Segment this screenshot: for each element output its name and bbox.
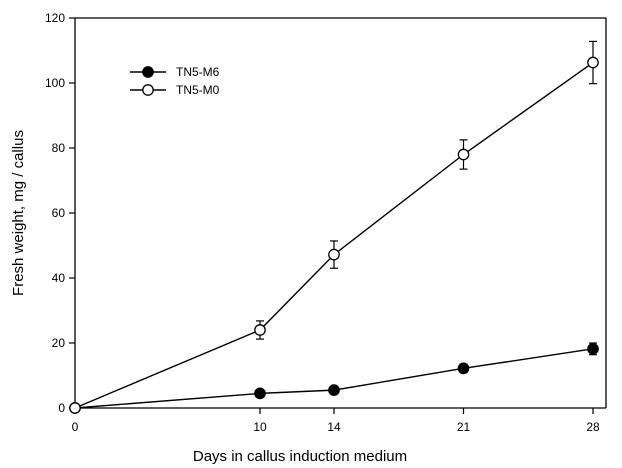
y-axis-ticks: 0 20 40 60 80 100 120 <box>45 11 75 415</box>
legend-marker-tn5-m0 <box>142 84 154 96</box>
x-tick-label: 0 <box>72 420 79 434</box>
legend-label-tn5-m0: TN5-M0 <box>176 83 220 97</box>
legend: TN5-M6 TN5-M0 <box>130 65 220 97</box>
series-line-tn5-m0 <box>74 61 594 409</box>
series-line-tn5-m6 <box>74 348 594 409</box>
x-tick-label: 14 <box>327 420 341 434</box>
y-tick-label: 40 <box>52 271 66 285</box>
data-point-tn5-m6 <box>587 342 599 355</box>
data-point-tn5-m0 <box>457 148 470 161</box>
y-tick-label: 80 <box>52 141 66 155</box>
x-axis-ticks: 0 10 14 21 28 <box>72 408 600 434</box>
data-point-tn5-m6 <box>457 362 470 375</box>
data-point-tn5-m6 <box>328 384 340 396</box>
data-point-tn5-m0 <box>254 324 266 336</box>
y-tick-label: 60 <box>52 206 66 220</box>
data-point-tn5-m0 <box>328 248 340 261</box>
y-tick-label: 0 <box>58 401 65 415</box>
data-point-tn5-m0 <box>69 402 81 414</box>
y-tick-label: 120 <box>45 11 65 25</box>
y-tick-label: 100 <box>45 76 65 90</box>
y-tick-label: 20 <box>52 336 66 350</box>
x-tick-label: 21 <box>457 420 471 434</box>
x-tick-label: 10 <box>253 420 267 434</box>
data-point-tn5-m0 <box>587 56 599 69</box>
plot-frame <box>74 17 607 409</box>
data-point-tn5-m6 <box>254 387 266 400</box>
legend-label-tn5-m6: TN5-M6 <box>176 65 220 79</box>
x-tick-label: 28 <box>586 420 600 434</box>
legend-marker-tn5-m6 <box>142 66 154 78</box>
series-layer <box>69 40 599 414</box>
y-axis-label: Fresh weight, mg / callus <box>10 130 27 296</box>
x-axis-label: Days in callus induction medium <box>193 448 407 465</box>
